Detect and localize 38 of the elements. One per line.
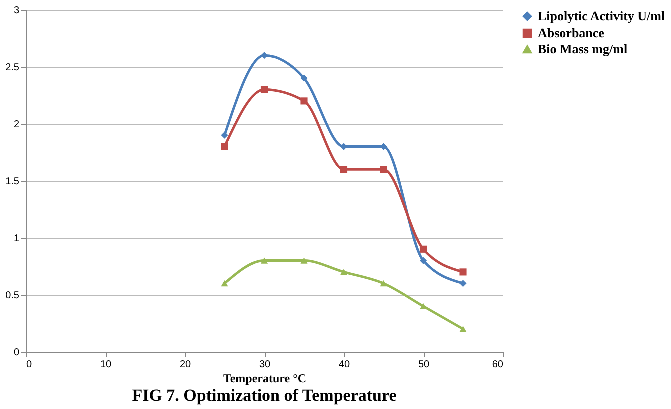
point <box>420 246 428 253</box>
point <box>460 326 467 332</box>
y-tick-label: 1 <box>14 234 20 244</box>
point <box>260 86 268 94</box>
point <box>260 52 268 60</box>
x-tick-label: 10 <box>100 360 112 370</box>
x-tick-label: 40 <box>338 360 350 370</box>
point <box>340 166 348 174</box>
legend-label: Lipolytic Activity U/ml <box>538 8 666 24</box>
point <box>340 269 348 276</box>
y-tick-label: 2 <box>14 120 20 130</box>
point <box>221 280 228 287</box>
point <box>380 166 388 174</box>
x-axis-title: Temperature °C <box>223 372 307 386</box>
point <box>420 257 428 264</box>
legend-label: Absorbance <box>538 26 605 40</box>
x-tick-label: 30 <box>259 360 271 370</box>
y-tick-label: 0.5 <box>6 290 20 302</box>
y-tick-label: 2.5 <box>6 62 20 74</box>
x-tick-label: 50 <box>418 360 430 370</box>
point <box>221 143 228 150</box>
legend-label: Bio Mass mg/ml <box>538 42 628 56</box>
x-tick-label: 20 <box>180 360 192 370</box>
text: FIG 7. Optimization of Temperature <box>132 386 398 405</box>
point <box>300 98 308 105</box>
y-tick-label: 0 <box>14 348 20 358</box>
y-tick-label: 3 <box>14 6 20 16</box>
point <box>460 268 467 276</box>
x-tick-label: 0 <box>26 360 32 370</box>
x-tick-label: 60 <box>492 360 504 370</box>
point <box>260 258 268 264</box>
point <box>221 132 228 139</box>
point <box>300 74 308 82</box>
point <box>420 303 428 310</box>
y-tick-label: 1.5 <box>6 176 20 188</box>
point <box>300 258 308 264</box>
point <box>380 280 388 287</box>
point <box>460 280 467 288</box>
